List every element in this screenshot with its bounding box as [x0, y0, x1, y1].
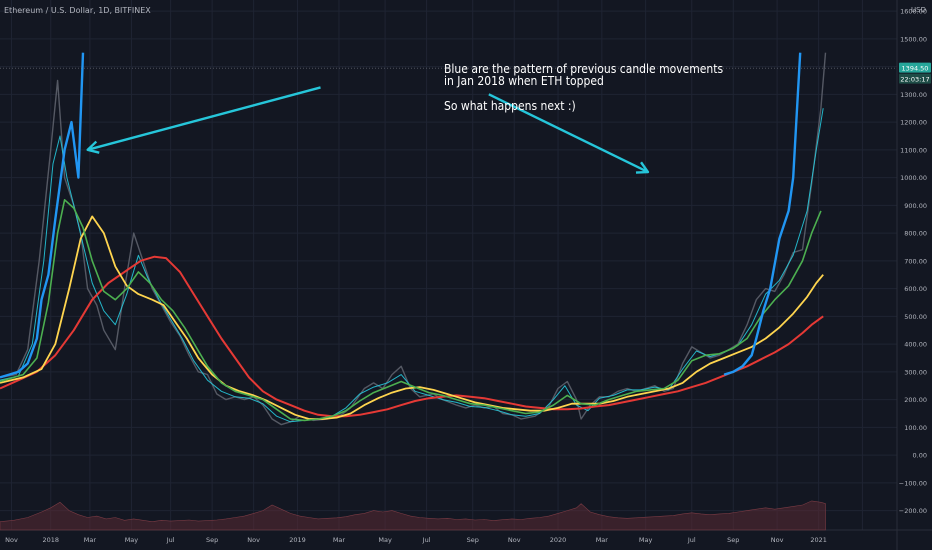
annotation-line-3: So what happens next :) — [444, 99, 576, 114]
annotation-arrow — [87, 86, 321, 152]
x-tick-label: Jul — [687, 536, 696, 544]
y-tick-label: −200.00 — [899, 507, 927, 515]
y-tick-label: 1000.00 — [900, 174, 927, 182]
countdown-value: 22:03:17 — [900, 75, 929, 83]
series-ma-fast — [0, 108, 824, 423]
series-overlay-pattern — [0, 52, 85, 379]
currency-label: USD — [911, 6, 926, 14]
x-tick-label: 2019 — [289, 536, 306, 544]
series-ma-long — [0, 255, 824, 418]
y-tick-label: 200.00 — [904, 396, 927, 404]
x-tick-label: Sep — [467, 536, 479, 544]
y-tick-label: 500.00 — [904, 313, 927, 321]
countdown-badge — [899, 73, 931, 84]
last-price-value: 1394.50 — [902, 64, 929, 72]
annotation-arrow — [488, 93, 649, 174]
series-price — [0, 52, 827, 426]
annotation-arrowhead — [635, 161, 650, 174]
y-tick-label: 100.00 — [904, 424, 927, 432]
x-tick-label: Mar — [333, 536, 346, 544]
y-tick-label: 700.00 — [904, 257, 927, 265]
x-tick-label: 2018 — [42, 536, 59, 544]
y-tick-label: 300.00 — [904, 368, 927, 376]
x-tick-label: May — [125, 536, 139, 544]
symbol-title: Ethereum / U.S. Dollar, 1D, BITFINEX — [4, 6, 151, 15]
y-tick-label: 1200.00 — [900, 119, 927, 127]
y-tick-label: 1500.00 — [900, 35, 927, 43]
x-tick-label: Jul — [166, 536, 175, 544]
y-tick-label: 0.00 — [913, 452, 927, 460]
volume-area — [0, 500, 826, 531]
x-tick-label: 2020 — [550, 536, 567, 544]
x-tick-label: Mar — [596, 536, 609, 544]
x-tick-label: Mar — [84, 536, 97, 544]
annotation-line-1: Blue are the pattern of previous candle … — [444, 62, 724, 76]
annotation-arrowhead — [86, 140, 100, 154]
x-tick-label: 2021 — [810, 536, 827, 544]
x-tick-label: May — [639, 536, 653, 544]
x-tick-label: Nov — [5, 536, 18, 544]
last-price-badge — [899, 62, 931, 73]
x-tick-label: Nov — [771, 536, 784, 544]
y-tick-label: 900.00 — [904, 202, 927, 210]
y-tick-label: 800.00 — [904, 230, 927, 238]
x-tick-label: Sep — [727, 536, 739, 544]
annotation-line-2: in Jan 2018 when ETH topped — [444, 74, 604, 89]
series-ma-mid — [0, 199, 822, 422]
y-tick-label: −100.00 — [899, 479, 927, 487]
x-tick-label: Jul — [422, 536, 431, 544]
y-tick-label: 400.00 — [904, 341, 927, 349]
series-ma-slow — [0, 215, 824, 420]
y-tick-label: 1100.00 — [900, 146, 927, 154]
y-tick-label: 1300.00 — [900, 91, 927, 99]
y-tick-label: 600.00 — [904, 285, 927, 293]
x-tick-label: Sep — [206, 536, 218, 544]
y-tick-label: 1600.00 — [900, 8, 927, 16]
x-tick-label: May — [378, 536, 392, 544]
annotation-text: Blue are the pattern of previous candle … — [444, 63, 723, 113]
x-tick-label: Nov — [508, 536, 521, 544]
series-overlay-pattern — [723, 52, 802, 376]
x-tick-label: Nov — [247, 536, 260, 544]
